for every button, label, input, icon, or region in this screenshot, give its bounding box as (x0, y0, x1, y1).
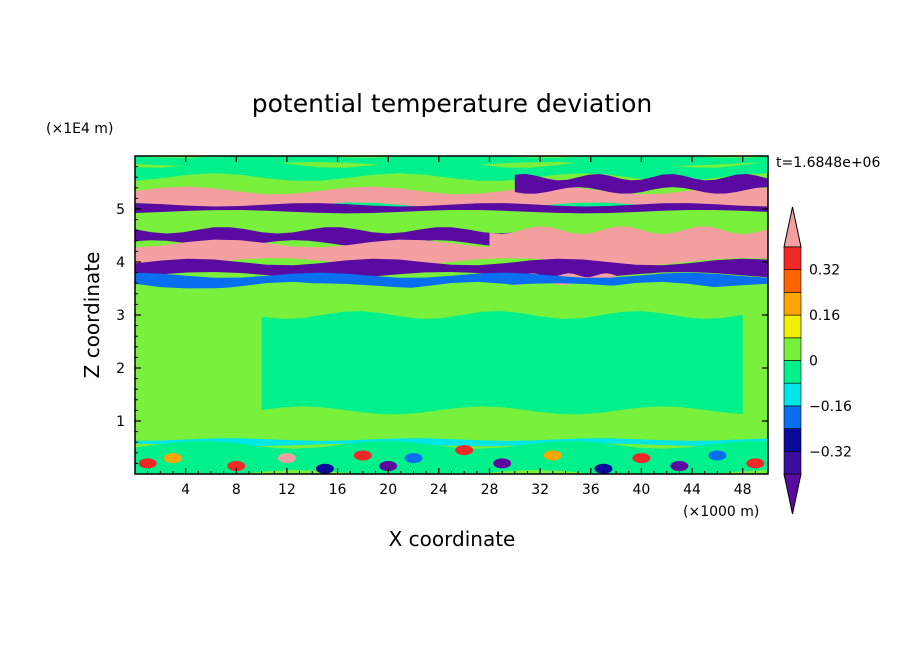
contour-blob (277, 453, 296, 464)
colorbar-swatch (783, 246, 802, 271)
y-tick-label: 4 (116, 255, 125, 271)
colorbar-swatch (783, 450, 802, 475)
y-unit-label: (×1E4 m) (46, 121, 113, 137)
colorbar-extend-max (783, 206, 802, 248)
y-axis-label: Z coordinate (80, 252, 104, 379)
contour-band (135, 272, 768, 289)
x-tick-label: 28 (481, 482, 499, 498)
contour-blob (138, 458, 157, 469)
colorbar-swatch (783, 382, 802, 407)
contour-blob (379, 461, 398, 472)
colorbar-swatch (783, 405, 802, 429)
plot-area (135, 156, 768, 474)
colorbar-swatch (783, 269, 802, 293)
colorbar: 0.32 0.16 0 −0.16 −0.32 (783, 206, 852, 515)
colorbar-label: 0.16 (809, 308, 840, 324)
contour-band (514, 173, 768, 194)
colorbar-swatch (783, 292, 802, 316)
x-tick-label: 40 (632, 482, 650, 498)
x-tick-label: 8 (232, 482, 241, 498)
y-tick-label: 1 (116, 414, 125, 430)
contour-blob (708, 450, 727, 461)
contour-blob (493, 458, 512, 469)
colorbar-extend-min (783, 473, 802, 515)
contour-blobs (138, 445, 765, 474)
x-tick-label: 4 (181, 482, 190, 498)
contour-blob (543, 450, 562, 461)
x-tick-label: 24 (430, 482, 448, 498)
contour-blob (353, 450, 372, 461)
chart-title: potential temperature deviation (252, 89, 652, 118)
y-tick-label: 2 (116, 361, 125, 377)
colorbar-swatch (783, 337, 802, 361)
contour-blob (594, 463, 613, 474)
contour-blob (670, 461, 689, 472)
contour-blob (163, 453, 182, 464)
x-tick-label: 48 (734, 482, 752, 498)
x-tick-label: 16 (329, 482, 347, 498)
y-axis: 1 2 3 4 5 (116, 166, 768, 464)
contour-blob (227, 461, 246, 472)
contour-bands (135, 156, 768, 474)
y-tick-label: 5 (116, 202, 125, 218)
colorbar-label: −0.32 (809, 444, 852, 460)
time-label: t=1.6848e+06 (776, 155, 880, 171)
x-axis-label: X coordinate (389, 527, 516, 551)
colorbar-swatch (783, 360, 802, 384)
colorbar-label: 0 (809, 354, 818, 370)
contour-band (261, 311, 743, 415)
colorbar-label: −0.16 (809, 399, 852, 415)
x-tick-label: 32 (531, 482, 549, 498)
x-axis: 4 8 12 16 20 24 28 32 36 40 44 48 (147, 156, 756, 498)
x-tick-label: 36 (582, 482, 600, 498)
contour-band (135, 239, 768, 266)
contour-band (135, 438, 768, 447)
contour-blob (404, 453, 423, 464)
colorbar-label: 0.32 (809, 263, 840, 279)
contour-band (135, 203, 768, 214)
contour-blob (315, 463, 334, 474)
x-unit-label: (×1000 m) (683, 504, 759, 520)
y-tick-label: 3 (116, 308, 125, 324)
colorbar-swatch (783, 428, 802, 452)
x-tick-label: 20 (379, 482, 397, 498)
contour-blob (455, 445, 474, 456)
colorbar-swatch (783, 314, 802, 339)
contour-band (135, 258, 768, 279)
x-tick-label: 12 (278, 482, 296, 498)
contour-blob (746, 458, 765, 469)
x-tick-label: 44 (683, 482, 701, 498)
contour-blob (632, 453, 651, 464)
